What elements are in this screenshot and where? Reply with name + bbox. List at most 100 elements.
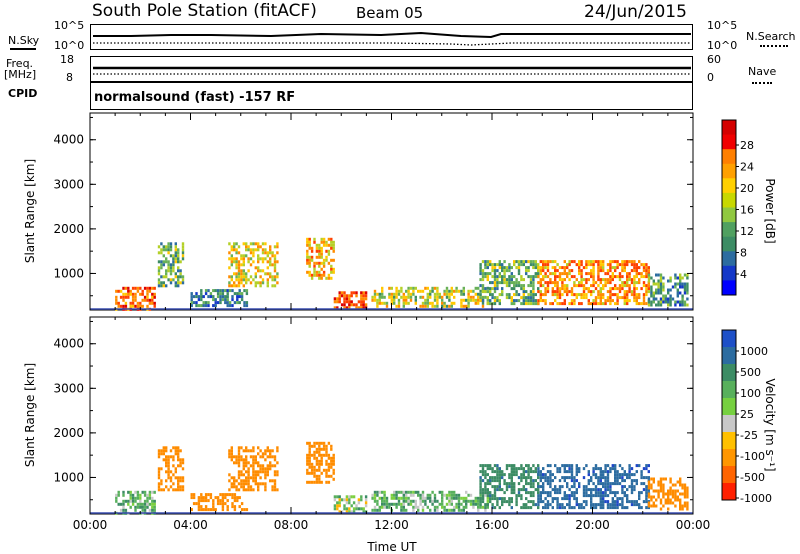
echo-cell: [491, 281, 494, 285]
echo-cell: [390, 502, 393, 506]
echo-cell: [414, 298, 417, 302]
echo-cell: [177, 254, 180, 258]
echo-cell: [527, 296, 530, 300]
echo-cell: [609, 281, 612, 285]
echo-cell: [532, 299, 535, 303]
echo-cell: [679, 300, 682, 304]
echo-cell: [474, 292, 477, 296]
echo-cell: [336, 300, 339, 304]
echo-cell: [167, 242, 170, 246]
echo-cell: [167, 260, 170, 264]
echo-cell: [131, 286, 135, 290]
echo-cell: [381, 499, 384, 503]
echo-cell: [674, 489, 677, 493]
echo-cell: [141, 292, 144, 296]
echo-cell: [397, 298, 401, 302]
echo-cell: [167, 458, 170, 462]
echo-cell: [348, 507, 351, 511]
echo-cell: [264, 476, 267, 480]
echo-cell: [226, 298, 229, 302]
echo-cell: [469, 295, 473, 299]
echo-cell: [611, 299, 614, 303]
echo-cell: [169, 245, 173, 249]
echo-cell: [318, 255, 321, 259]
echo-cell: [609, 299, 612, 303]
echo-cell: [537, 476, 540, 480]
echo-cell: [659, 483, 663, 487]
x-tick-label: 08:00: [274, 518, 309, 532]
echo-cell: [534, 503, 537, 507]
echo-cell: [429, 289, 432, 293]
echo-cell: [177, 482, 180, 486]
echo-cell: [508, 293, 511, 297]
echo-cell: [385, 499, 389, 503]
echo-cell: [481, 491, 485, 495]
echo-cell: [237, 275, 241, 279]
echo-cell: [491, 506, 494, 510]
echo-cell: [532, 500, 535, 504]
echo-cell: [520, 287, 523, 291]
echo-cell: [477, 505, 480, 509]
echo-cell: [318, 264, 321, 268]
colorbar-swatch: [722, 364, 736, 382]
nave-label: Nave: [748, 65, 777, 78]
echo-cell: [534, 299, 537, 303]
echo-cell: [647, 506, 650, 510]
echo-cell: [160, 263, 163, 267]
echo-cell: [609, 503, 612, 507]
echo-cell: [489, 302, 492, 306]
echo-cell: [276, 488, 279, 492]
echo-cell: [235, 275, 238, 279]
echo-cell: [491, 467, 494, 471]
echo-cell: [235, 266, 238, 270]
echo-cell: [676, 276, 679, 280]
echo-cell: [628, 275, 631, 279]
echo-cell: [237, 281, 241, 285]
echo-cell: [266, 449, 269, 453]
echo-cell: [204, 508, 208, 512]
echo-cell: [594, 488, 598, 492]
echo-cell: [412, 289, 415, 293]
echo-cell: [484, 263, 487, 267]
echo-cell: [174, 488, 177, 492]
echo-cell: [628, 284, 631, 288]
echo-cell: [393, 496, 396, 500]
echo-cell: [357, 306, 361, 310]
echo-cell: [467, 304, 470, 308]
echo-cell: [525, 479, 528, 483]
echo-cell: [650, 303, 653, 307]
echo-cell: [575, 293, 578, 297]
echo-cell: [320, 462, 323, 466]
echo-cell: [245, 479, 248, 483]
echo-cell: [231, 304, 234, 308]
echo-cell: [469, 499, 473, 503]
echo-cell: [397, 292, 401, 296]
echo-cell: [266, 278, 269, 282]
echo-cell: [592, 275, 595, 279]
echo-cell: [383, 301, 386, 305]
echo-cell: [450, 289, 453, 293]
echo-cell: [513, 284, 516, 288]
echo-cell: [362, 507, 365, 511]
echo-cell: [276, 260, 279, 264]
echo-cell: [609, 278, 612, 282]
echo-cell: [657, 282, 660, 286]
echo-cell: [566, 464, 569, 468]
echo-cell: [508, 476, 511, 480]
echo-cell: [424, 304, 427, 308]
echo-cell: [450, 301, 453, 305]
echo-cell: [364, 294, 368, 298]
echo-cell: [532, 287, 535, 291]
echo-cell: [570, 269, 574, 273]
echo-cell: [348, 501, 351, 505]
freq-strip-panel: [90, 56, 693, 82]
echo-cell: [517, 482, 521, 486]
echo-cell: [333, 495, 337, 499]
echo-cell: [505, 284, 509, 288]
echo-cell: [664, 294, 667, 298]
echo-cell: [592, 260, 595, 264]
echo-cell: [257, 464, 260, 468]
echo-cell: [157, 260, 161, 264]
echo-cell: [400, 496, 403, 500]
echo-cell: [228, 301, 232, 305]
